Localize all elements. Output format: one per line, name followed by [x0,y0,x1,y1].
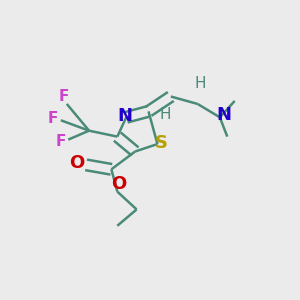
Text: H: H [195,76,206,91]
Text: O: O [70,154,85,172]
Text: N: N [117,107,132,125]
Text: F: F [58,89,69,104]
Text: F: F [47,111,58,126]
Text: S: S [154,134,167,152]
Text: O: O [111,175,126,193]
Text: N: N [217,106,232,124]
Text: F: F [56,134,66,148]
Text: H: H [159,107,171,122]
